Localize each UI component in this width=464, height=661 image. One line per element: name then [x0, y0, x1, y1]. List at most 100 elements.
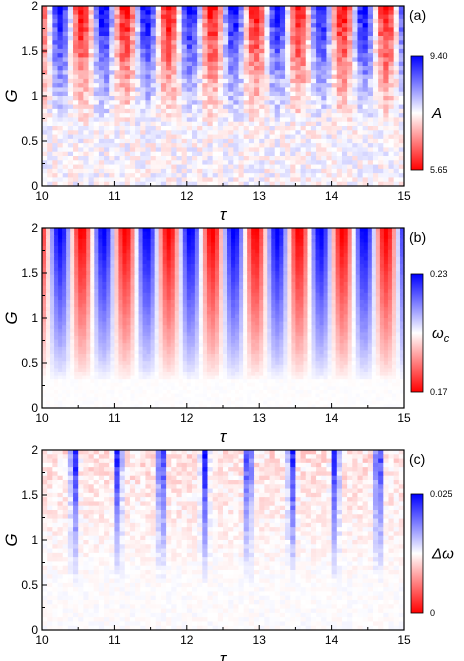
heatmap-cell [326, 147, 333, 153]
heatmap-cell [339, 253, 345, 258]
heatmap-cell [182, 256, 188, 261]
heatmap-cell [70, 303, 75, 308]
heatmap-cell [58, 246, 63, 251]
heatmap-cell [138, 231, 144, 236]
heatmap-cell [331, 282, 337, 287]
heatmap-cell [243, 126, 250, 131]
heatmap-cell [351, 246, 357, 251]
heatmap-cell [202, 74, 209, 80]
heatmap-cell [264, 70, 271, 76]
heatmap-cell [114, 156, 121, 161]
heatmap-cell [181, 53, 188, 59]
heatmap-cell [176, 53, 183, 59]
heatmap-cell [290, 78, 296, 84]
heatmap-cell [217, 36, 224, 41]
heatmap-cell [379, 249, 385, 254]
heatmap-cell [93, 143, 100, 149]
heatmap-cell [357, 100, 364, 106]
heatmap-cell [287, 260, 292, 265]
heatmap-cell [114, 134, 121, 140]
heatmap-cell [186, 23, 193, 29]
heatmap-cell [331, 164, 338, 170]
heatmap-cell [102, 292, 107, 297]
heatmap-cell [82, 246, 87, 251]
heatmap-cell [310, 164, 317, 170]
heatmap-cell [347, 57, 353, 63]
heatmap-cell [395, 238, 401, 243]
heatmap-cell [387, 296, 393, 301]
heatmap-cell [119, 27, 126, 33]
heatmap-cell [378, 147, 384, 153]
heatmap-cell [378, 143, 384, 149]
heatmap-cell [371, 238, 377, 243]
heatmap-cell [372, 117, 379, 123]
heatmap-cell [46, 303, 51, 308]
heatmap-cell [347, 303, 353, 308]
heatmap-cell [124, 130, 131, 136]
heatmap-cell [70, 300, 75, 305]
heatmap-cell [391, 300, 397, 305]
heatmap-cell [67, 168, 74, 174]
heatmap-cell [303, 267, 309, 272]
heatmap-cell [399, 246, 405, 251]
heatmap-cell [233, 108, 240, 114]
heatmap-cell [124, 44, 131, 50]
heatmap-cell [285, 143, 291, 149]
heatmap-cell [283, 292, 288, 297]
heatmap-cell [176, 36, 183, 41]
heatmap-cell [190, 260, 196, 265]
heatmap-cell [395, 228, 401, 233]
heatmap-cell [321, 23, 328, 29]
heatmap-cell [114, 121, 121, 127]
heatmap-cell [150, 100, 157, 106]
heatmap-cell [134, 296, 140, 301]
heatmap-cell [336, 138, 343, 144]
heatmap-cell [383, 173, 390, 179]
heatmap-cell [186, 104, 193, 110]
heatmap-cell [367, 246, 373, 251]
heatmap-cell [78, 36, 84, 41]
heatmap-cell [316, 57, 322, 63]
heatmap-cell [372, 138, 379, 144]
heatmap-cell [166, 164, 172, 170]
heatmap-cell [93, 160, 100, 166]
heatmap-cell [300, 14, 307, 20]
heatmap-cell [243, 173, 250, 179]
heatmap-cell [162, 249, 168, 254]
heatmap-cell [57, 181, 64, 187]
heatmap-cell [290, 31, 296, 37]
heatmap-cell [182, 246, 188, 251]
heatmap-cell [371, 235, 377, 240]
heatmap-cell [341, 173, 348, 179]
heatmap-cell [367, 113, 374, 119]
heatmap-cell [83, 74, 90, 80]
heatmap-cell [166, 74, 172, 80]
heatmap-cell [119, 168, 126, 174]
heatmap-cell [94, 278, 99, 283]
heatmap-cell [228, 6, 234, 11]
heatmap-cell [248, 130, 255, 136]
heatmap-cell [181, 83, 188, 89]
heatmap-cell [206, 285, 212, 290]
heatmap-cell [142, 249, 148, 254]
heatmap-cell [247, 235, 252, 240]
heatmap-cell [160, 134, 167, 140]
heatmap-cell [388, 78, 395, 84]
heatmap-cell [238, 74, 245, 80]
heatmap-cell [176, 78, 183, 84]
heatmap-cell [83, 134, 90, 140]
heatmap-cell [347, 143, 353, 149]
heatmap-cell [285, 151, 291, 157]
heatmap-cell [130, 253, 136, 258]
heatmap-cell [145, 134, 152, 140]
heatmap-cell [259, 27, 265, 33]
heatmap-cell [331, 300, 337, 305]
heatmap-cell [359, 253, 365, 258]
heatmap-cell [388, 31, 395, 37]
heatmap-cell [387, 256, 393, 261]
heatmap-cell [351, 235, 357, 240]
heatmap-cell [251, 246, 256, 251]
heatmap-cell [393, 31, 400, 37]
heatmap-cell [279, 74, 286, 80]
heatmap-cell [47, 48, 53, 54]
